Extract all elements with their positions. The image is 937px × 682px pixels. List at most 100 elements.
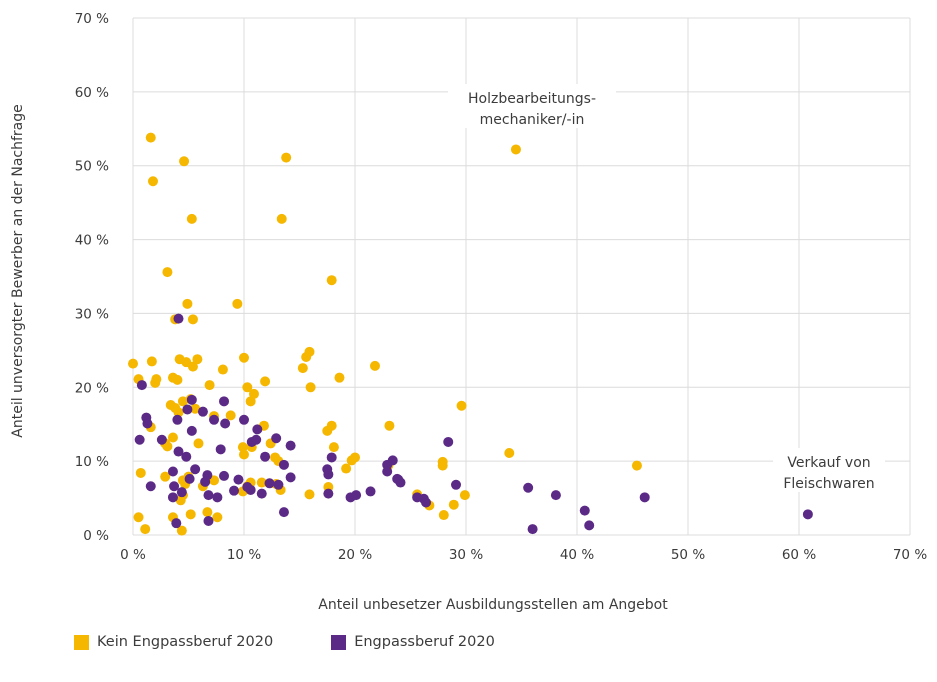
data-point xyxy=(802,509,813,520)
data-point xyxy=(179,156,190,167)
data-point xyxy=(326,452,337,463)
data-point xyxy=(369,360,380,371)
data-point xyxy=(232,298,243,309)
data-point xyxy=(451,479,462,490)
data-point xyxy=(193,438,204,449)
data-point xyxy=(459,490,470,501)
data-point xyxy=(443,436,454,447)
data-point xyxy=(304,489,315,500)
data-point xyxy=(305,382,316,393)
data-point xyxy=(322,425,333,436)
data-point xyxy=(510,144,521,155)
data-point xyxy=(173,446,184,457)
data-point xyxy=(334,372,345,383)
scatter-chart: 0 % 10 % 20 % 30 % 40 % 50 % 60 % 70 % 0 % 10 % 2… xyxy=(10,11,927,613)
data-point xyxy=(172,414,183,425)
data-point xyxy=(326,275,337,286)
data-point xyxy=(579,505,590,516)
data-point xyxy=(527,524,538,535)
data-point xyxy=(304,346,315,357)
data-point xyxy=(437,460,448,471)
annotations: Holzbearbeitungs-mechaniker/-in Verkauf v… xyxy=(448,84,885,492)
x-tick-label: 70 % xyxy=(893,547,927,563)
data-point xyxy=(365,486,376,497)
data-point xyxy=(147,176,158,187)
data-point xyxy=(133,512,144,523)
data-point xyxy=(384,420,395,431)
data-point xyxy=(387,455,398,466)
data-point xyxy=(145,481,156,492)
data-point xyxy=(260,376,271,387)
x-tick-label: 50 % xyxy=(671,547,705,563)
data-point xyxy=(631,460,642,471)
data-point xyxy=(150,377,161,388)
data-point xyxy=(187,314,198,325)
data-point xyxy=(172,374,183,385)
data-point xyxy=(173,407,184,418)
data-point xyxy=(239,414,249,425)
data-point xyxy=(256,488,267,499)
y-tick-label: 70 % xyxy=(75,11,109,27)
grid xyxy=(132,17,911,536)
data-point xyxy=(177,396,188,407)
data-point xyxy=(225,410,236,421)
data-point xyxy=(239,449,249,460)
data-point xyxy=(233,474,244,485)
data-point xyxy=(160,471,171,482)
data-point xyxy=(237,442,248,453)
data-point xyxy=(185,509,196,520)
legend-item-engpassberuf: Engpassberuf 2020 xyxy=(331,634,495,650)
data-point xyxy=(285,440,296,451)
data-point xyxy=(171,518,182,529)
data-point xyxy=(639,492,650,503)
x-tick-label: 10 % xyxy=(227,547,261,563)
data-point xyxy=(395,477,406,488)
data-point xyxy=(220,418,231,429)
y-tick-label: 50 % xyxy=(75,159,109,175)
x-tick-label: 40 % xyxy=(560,547,594,563)
data-point xyxy=(323,469,334,480)
data-point xyxy=(146,356,157,367)
data-point xyxy=(341,463,352,474)
x-tick-label: 0 % xyxy=(120,547,146,563)
data-point xyxy=(184,473,195,484)
annotation-label: Verkauf von xyxy=(787,455,870,471)
data-point xyxy=(252,424,263,435)
data-point xyxy=(212,512,223,523)
data-point xyxy=(278,459,289,470)
data-point xyxy=(156,434,167,445)
y-axis-title: Anteil unversorgter Bewerber an der Nach… xyxy=(10,104,26,437)
data-point xyxy=(242,382,253,393)
data-point xyxy=(197,406,208,417)
y-tick-label: 20 % xyxy=(75,380,109,396)
data-point xyxy=(350,452,360,463)
data-point xyxy=(186,425,197,436)
data-point xyxy=(351,490,362,501)
data-point xyxy=(167,492,178,503)
data-point xyxy=(323,488,334,499)
x-axis-ticks: 0 % 10 % 20 % 30 % 40 % 50 % 60 % 70 % xyxy=(120,547,927,563)
data-point xyxy=(456,400,467,411)
y-tick-label: 30 % xyxy=(75,306,109,322)
legend-label-engpassberuf: Engpassberuf 2020 xyxy=(354,634,495,650)
data-point xyxy=(192,354,203,365)
data-point xyxy=(273,479,284,490)
legend-item-kein-engpassberuf: Kein Engpassberuf 2020 xyxy=(74,634,273,650)
data-point xyxy=(190,403,201,414)
data-point xyxy=(200,476,211,487)
data-point xyxy=(212,492,223,503)
data-point xyxy=(285,472,296,483)
data-point xyxy=(219,396,230,407)
data-point xyxy=(251,434,262,445)
data-point xyxy=(276,213,287,224)
legend-label-kein-engpassberuf: Kein Engpassberuf 2020 xyxy=(97,634,274,650)
data-point xyxy=(186,213,197,224)
data-point xyxy=(167,466,178,477)
data-point xyxy=(142,418,153,429)
data-point xyxy=(169,481,180,492)
data-point xyxy=(182,298,193,309)
x-tick-label: 20 % xyxy=(338,547,372,563)
x-axis-title: Anteil unbesetzer Ausbildungsstellen am … xyxy=(318,597,668,613)
data-point xyxy=(128,358,138,369)
data-point xyxy=(209,414,220,425)
